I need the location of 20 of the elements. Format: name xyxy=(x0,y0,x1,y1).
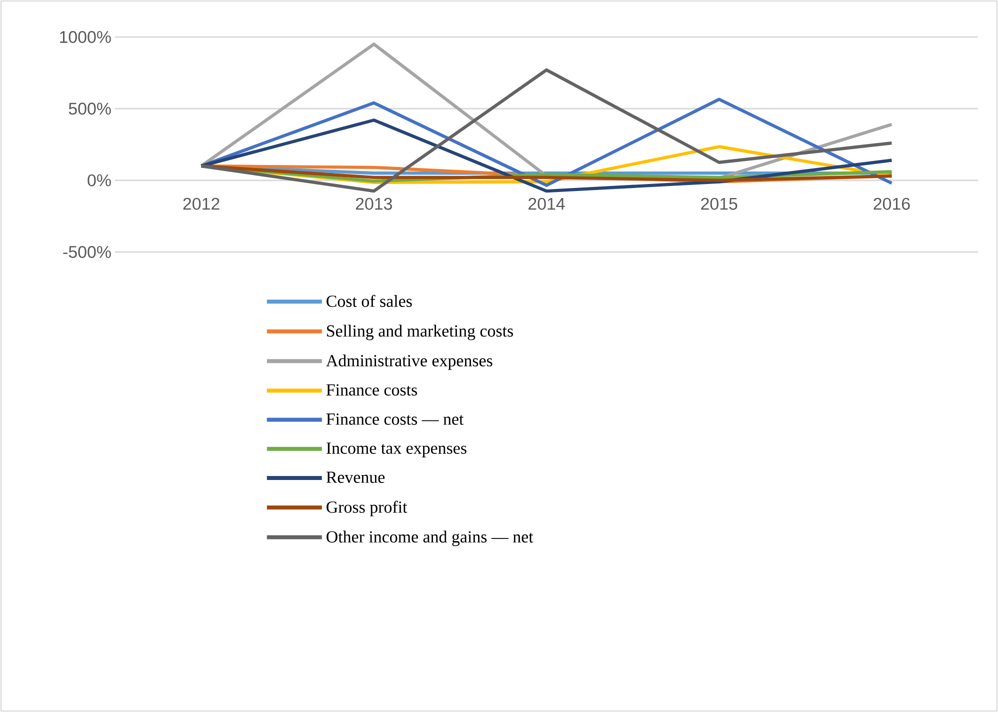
legend-label: Cost of sales xyxy=(326,294,412,307)
x-tick-label: 2012 xyxy=(183,198,220,210)
legend-label: Finance costs xyxy=(326,384,418,396)
legend-label: Selling and marketing costs xyxy=(327,324,513,340)
legend-label: Income tax expenses xyxy=(326,442,466,458)
x-tick-label: 2015 xyxy=(701,198,738,210)
legend-label: Gross profit xyxy=(326,500,408,516)
legend-label: Finance costs — net xyxy=(326,413,464,425)
legend-label: Other income and gains — net xyxy=(326,530,534,546)
x-tick-label: 2013 xyxy=(356,198,392,210)
x-tick-label: 2016 xyxy=(874,198,910,210)
x-tick-label: 2014 xyxy=(528,198,565,210)
line-series xyxy=(200,118,894,193)
legend-label: Revenue xyxy=(326,472,385,483)
legend-label: Administrative expenses xyxy=(326,354,492,370)
y-tick-label: -500% xyxy=(63,246,111,258)
y-tick-label: 0% xyxy=(88,174,111,186)
y-tick-label: 500% xyxy=(68,102,111,115)
line-series xyxy=(200,68,894,193)
y-tick-label: 1000% xyxy=(60,30,111,43)
